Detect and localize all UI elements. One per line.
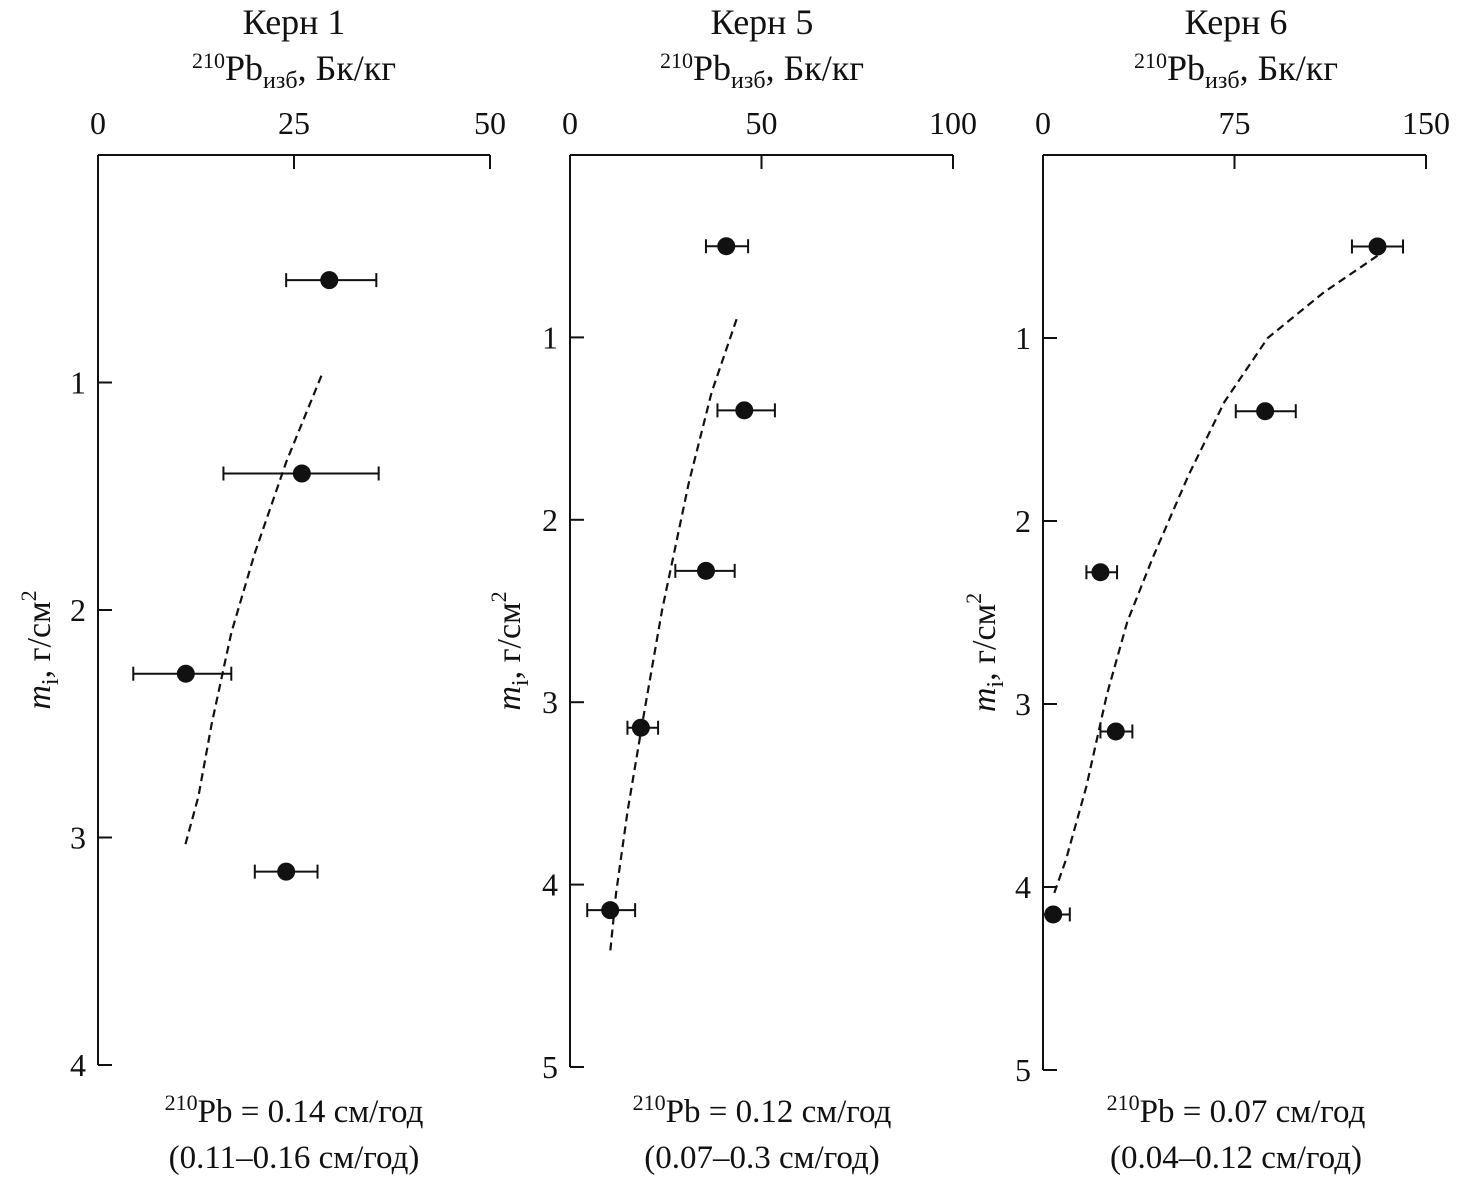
x-label-superscript: 210 <box>1134 48 1167 73</box>
y-label-main: m <box>21 685 58 710</box>
y-tick-label: 2 <box>1015 503 1031 539</box>
rate-value: 210Pb = 0.12 см/год <box>633 1090 892 1130</box>
y-axis-label: mi, г/см2 <box>486 591 534 710</box>
rate-value: 210Pb = 0.07 см/год <box>1107 1090 1366 1130</box>
x-tick-label: 150 <box>1402 105 1450 141</box>
x-tick-label: 0 <box>1035 105 1051 141</box>
y-tick-label: 3 <box>542 684 558 720</box>
x-label-main: Pb <box>1167 48 1205 88</box>
x-tick-label: 50 <box>474 105 506 141</box>
x-label-subscript: изб <box>1205 68 1240 94</box>
panel-title: Керн 5 <box>711 2 814 42</box>
fit-curve <box>609 318 738 953</box>
rate-superscript: 210 <box>165 1090 198 1115</box>
x-label-superscript: 210 <box>192 48 225 73</box>
x-label-subscript: изб <box>731 68 766 94</box>
data-point <box>601 901 620 920</box>
x-axis-label: 210Pbизб, Бк/кг <box>1134 48 1338 94</box>
rate-superscript: 210 <box>633 1090 666 1115</box>
data-point <box>631 718 650 737</box>
x-axis-label: 210Pbизб, Бк/кг <box>192 48 396 94</box>
x-label-main: Pb <box>225 48 263 88</box>
data-point <box>292 464 311 483</box>
x-tick-label: 75 <box>1219 105 1251 141</box>
y-tick-label: 5 <box>1015 1052 1031 1088</box>
data-point <box>735 401 754 420</box>
y-label-subscript: i <box>508 679 534 686</box>
fit-curve <box>1052 254 1379 897</box>
y-tick-label: 2 <box>542 502 558 538</box>
rate-text: Pb = 0.14 см/год <box>198 1094 424 1130</box>
y-tick-label: 2 <box>70 592 86 628</box>
y-tick-label: 4 <box>542 867 558 903</box>
y-label-units: , г/см <box>21 601 58 678</box>
y-tick-label: 3 <box>70 820 86 856</box>
data-point <box>320 271 339 290</box>
x-label-subscript: изб <box>263 68 298 94</box>
y-tick-label: 4 <box>1015 869 1031 905</box>
fit-curve <box>183 375 323 850</box>
y-axis-label: mi, г/см2 <box>961 593 1009 712</box>
rate-text: Pb = 0.07 см/год <box>1140 1094 1366 1130</box>
data-point <box>1256 402 1275 421</box>
data-point <box>1044 905 1063 924</box>
rate-value: 210Pb = 0.14 см/год <box>165 1090 424 1130</box>
data-point <box>277 862 296 881</box>
y-tick-label: 5 <box>542 1049 558 1085</box>
rate-range: (0.11–0.16 см/год) <box>169 1140 420 1176</box>
y-label-units: , г/см <box>966 604 1003 681</box>
y-tick-label: 1 <box>1015 320 1031 356</box>
data-point <box>1368 237 1387 256</box>
y-label-main: m <box>966 688 1003 713</box>
y-label-subscript: i <box>983 681 1009 688</box>
x-label-superscript: 210 <box>660 48 693 73</box>
y-axis-label: mi, г/см2 <box>16 590 64 709</box>
x-label-main: Pb <box>693 48 731 88</box>
y-label-superscript: 2 <box>486 591 511 602</box>
y-label-units: , г/см <box>491 602 528 679</box>
rate-range: (0.04–0.12 см/год) <box>1110 1140 1362 1176</box>
y-label-superscript: 2 <box>961 593 986 604</box>
x-tick-label: 100 <box>929 105 977 141</box>
rate-superscript: 210 <box>1107 1090 1140 1115</box>
y-tick-label: 1 <box>542 319 558 355</box>
data-point <box>1106 722 1125 741</box>
rate-range: (0.07–0.3 см/год) <box>644 1140 879 1176</box>
data-point <box>1091 563 1110 582</box>
rate-text: Pb = 0.12 см/год <box>666 1094 892 1130</box>
x-tick-label: 50 <box>746 105 778 141</box>
panel-title: Керн 6 <box>1185 2 1288 42</box>
x-tick-label: 0 <box>90 105 106 141</box>
y-label-main: m <box>491 686 528 711</box>
data-point <box>717 237 736 256</box>
x-tick-label: 25 <box>278 105 310 141</box>
y-tick-label: 3 <box>1015 686 1031 722</box>
y-label-superscript: 2 <box>16 590 41 601</box>
x-tick-label: 0 <box>562 105 578 141</box>
x-label-units: , Бк/кг <box>298 48 396 88</box>
data-point <box>176 664 195 683</box>
x-label-units: , Бк/кг <box>1240 48 1338 88</box>
data-point <box>696 561 715 580</box>
y-tick-label: 4 <box>70 1047 86 1083</box>
y-label-subscript: i <box>38 678 64 685</box>
panel-title: Керн 1 <box>243 2 346 42</box>
x-label-units: , Бк/кг <box>766 48 864 88</box>
y-tick-label: 1 <box>70 365 86 401</box>
x-axis-label: 210Pbизб, Бк/кг <box>660 48 864 94</box>
